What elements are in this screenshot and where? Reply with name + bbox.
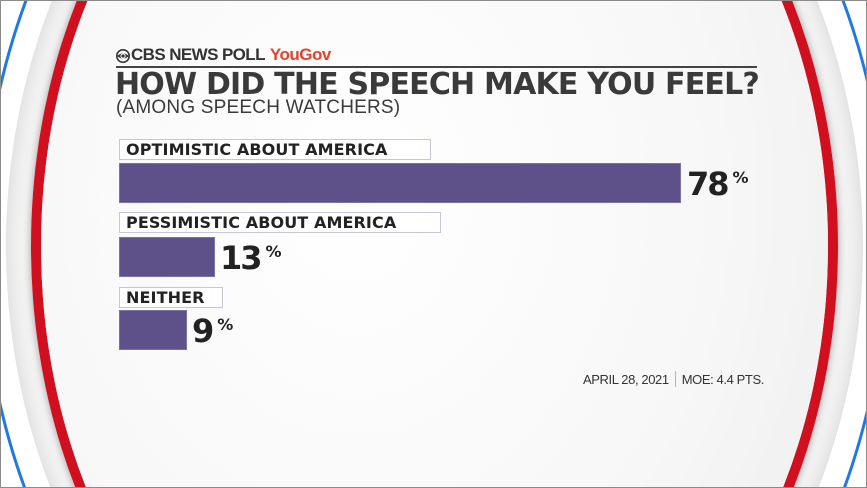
bar-value-optimistic: 78 %	[687, 164, 749, 204]
bar-value-neither: 9 %	[192, 311, 233, 351]
value-number: 9	[192, 312, 214, 350]
bar-label-neither: NEITHER	[119, 287, 223, 308]
value-unit: %	[217, 315, 234, 334]
bar-label-pessimistic: PESSIMISTIC ABOUT AMERICA	[119, 212, 441, 233]
value-number: 78	[687, 165, 730, 203]
bar-label-optimistic: OPTIMISTIC ABOUT AMERICA	[119, 139, 431, 160]
value-number: 13	[220, 239, 263, 277]
chart-title: HOW DID THE SPEECH MAKE YOU FEEL?	[115, 67, 760, 102]
header-divider	[116, 66, 757, 68]
chart-subtitle: (AMONG SPEECH WATCHERS)	[116, 97, 401, 118]
decorative-red-ring	[31, 1, 838, 487]
brand-row: CBS NEWS POLL YouGov	[116, 45, 331, 65]
poll-footer: APRIL 28, 2021 MOE: 4.4 PTS.	[583, 370, 764, 388]
bar-pessimistic	[119, 237, 215, 277]
bar-optimistic	[119, 163, 681, 203]
brand-network: CBS NEWS POLL	[131, 45, 265, 64]
value-unit: %	[265, 242, 282, 261]
footer-separator	[674, 371, 676, 387]
bar-neither	[119, 310, 187, 350]
brand-partner: YouGov	[269, 45, 331, 64]
value-unit: %	[732, 168, 749, 187]
bar-value-pessimistic: 13 %	[220, 238, 282, 278]
margin-of-error: MOE: 4.4 PTS.	[681, 371, 765, 387]
cbs-eye-icon	[116, 48, 130, 63]
poll-date: APRIL 28, 2021	[583, 371, 669, 387]
